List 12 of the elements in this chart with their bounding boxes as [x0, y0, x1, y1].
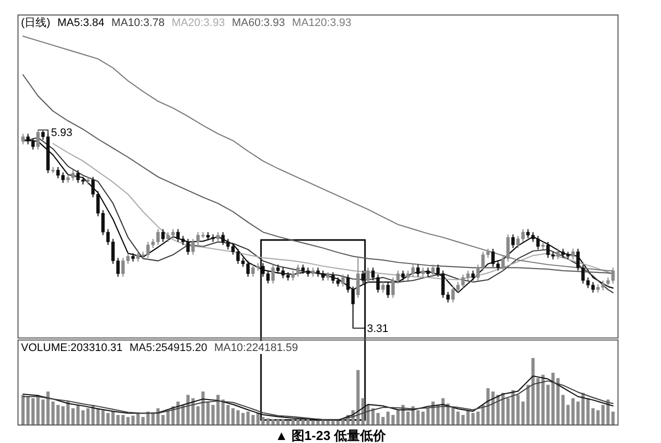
text: MA5:3.84	[57, 17, 104, 29]
annotation: 5.93	[51, 126, 72, 139]
annotation: 3.31	[367, 323, 388, 336]
text: MA60:3.93	[232, 17, 286, 29]
text: MA5:254915.20	[130, 342, 208, 354]
chart-title: (日线)	[21, 16, 50, 29]
text: MA120:3.93	[292, 17, 352, 29]
chart-title: VOLUME:203310.31	[21, 342, 123, 354]
text: MA20:3.93	[172, 17, 225, 29]
text: MA10:3.78	[111, 17, 165, 29]
text: MA10:224181.59	[214, 342, 298, 354]
text: ▲ 图1-23 低量低价	[274, 428, 388, 443]
